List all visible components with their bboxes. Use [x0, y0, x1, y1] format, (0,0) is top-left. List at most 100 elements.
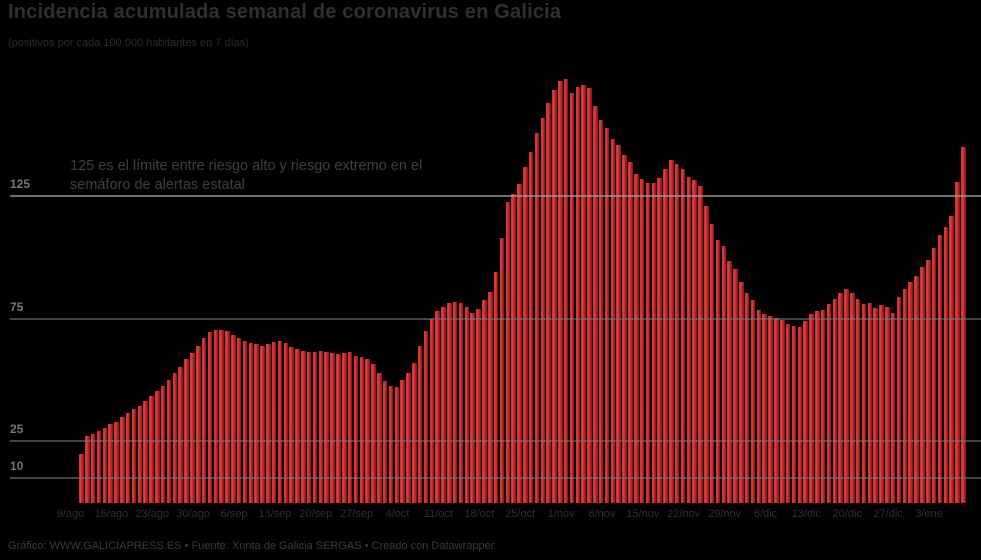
bar[interactable]	[470, 312, 475, 503]
bar[interactable]	[412, 362, 417, 503]
bar[interactable]	[435, 311, 440, 503]
bar[interactable]	[236, 338, 242, 503]
bar[interactable]	[511, 193, 516, 503]
bar[interactable]	[873, 307, 878, 503]
bar[interactable]	[943, 226, 949, 503]
bar[interactable]	[634, 174, 639, 503]
bar[interactable]	[914, 275, 919, 503]
bar[interactable]	[762, 313, 767, 503]
bar[interactable]	[90, 433, 96, 503]
bar[interactable]	[645, 182, 651, 503]
bar[interactable]	[785, 323, 791, 503]
bar[interactable]	[844, 289, 849, 503]
bar[interactable]	[178, 366, 183, 503]
bar[interactable]	[283, 343, 289, 503]
bar[interactable]	[266, 344, 271, 503]
bar[interactable]	[581, 84, 586, 503]
bar[interactable]	[406, 372, 411, 503]
bar[interactable]	[587, 88, 592, 503]
bar[interactable]	[225, 331, 230, 503]
bar[interactable]	[540, 117, 546, 503]
bar[interactable]	[213, 329, 219, 503]
bar[interactable]	[803, 321, 808, 503]
bar[interactable]	[149, 395, 154, 503]
bar[interactable]	[855, 299, 861, 503]
bar[interactable]	[242, 340, 248, 503]
bar[interactable]	[312, 351, 318, 503]
bar[interactable]	[721, 246, 727, 503]
bar[interactable]	[698, 186, 703, 503]
bar[interactable]	[85, 436, 90, 503]
bar[interactable]	[949, 215, 954, 503]
bar[interactable]	[896, 296, 902, 503]
bar[interactable]	[832, 299, 838, 503]
bar[interactable]	[143, 400, 148, 503]
bar[interactable]	[598, 120, 604, 503]
bar[interactable]	[318, 350, 324, 503]
bar[interactable]	[861, 304, 867, 503]
bar[interactable]	[809, 313, 814, 503]
bar[interactable]	[441, 306, 446, 503]
bar[interactable]	[826, 304, 832, 503]
bar[interactable]	[190, 353, 195, 503]
bar[interactable]	[254, 344, 259, 503]
bar[interactable]	[815, 311, 820, 503]
bar[interactable]	[342, 353, 347, 503]
bar[interactable]	[371, 364, 376, 503]
bar[interactable]	[347, 351, 353, 503]
bar[interactable]	[464, 306, 470, 503]
bar[interactable]	[260, 345, 265, 503]
bar[interactable]	[120, 416, 125, 503]
bar[interactable]	[476, 308, 481, 503]
bar[interactable]	[493, 272, 499, 503]
bar[interactable]	[201, 338, 207, 503]
bar[interactable]	[546, 103, 551, 503]
bar[interactable]	[756, 310, 762, 503]
bar[interactable]	[96, 431, 102, 503]
bar[interactable]	[902, 289, 908, 503]
bar[interactable]	[926, 259, 931, 503]
bar[interactable]	[774, 317, 779, 503]
bar[interactable]	[850, 293, 855, 503]
bar[interactable]	[388, 386, 394, 503]
bar[interactable]	[528, 152, 534, 503]
bar[interactable]	[704, 206, 709, 503]
bar[interactable]	[955, 181, 960, 503]
bar[interactable]	[622, 154, 627, 503]
bar[interactable]	[377, 372, 382, 503]
bar[interactable]	[820, 310, 826, 503]
bar[interactable]	[744, 293, 750, 503]
bar[interactable]	[499, 237, 505, 503]
bar[interactable]	[523, 166, 528, 503]
bar[interactable]	[196, 345, 201, 503]
bar[interactable]	[931, 247, 937, 503]
bar[interactable]	[575, 87, 581, 503]
bar[interactable]	[248, 343, 254, 503]
bar[interactable]	[563, 78, 569, 503]
bar[interactable]	[353, 355, 359, 503]
bar[interactable]	[628, 161, 633, 503]
bar[interactable]	[709, 224, 715, 503]
bar[interactable]	[920, 267, 925, 503]
bar[interactable]	[336, 354, 341, 503]
bar[interactable]	[686, 176, 692, 503]
bar[interactable]	[674, 164, 680, 503]
bar[interactable]	[429, 318, 435, 503]
bar[interactable]	[160, 386, 166, 503]
bar[interactable]	[715, 240, 721, 503]
bar[interactable]	[131, 409, 137, 503]
bar[interactable]	[301, 350, 306, 503]
bar[interactable]	[610, 138, 616, 503]
bar[interactable]	[791, 326, 797, 503]
bar[interactable]	[155, 391, 160, 503]
bar[interactable]	[639, 179, 645, 503]
bar[interactable]	[488, 291, 493, 503]
bar[interactable]	[417, 345, 423, 503]
bar[interactable]	[231, 334, 236, 503]
bar[interactable]	[295, 349, 300, 503]
bar[interactable]	[394, 387, 400, 503]
bar[interactable]	[593, 105, 598, 503]
bar[interactable]	[359, 356, 365, 503]
bar[interactable]	[184, 359, 189, 503]
bar[interactable]	[885, 306, 890, 503]
